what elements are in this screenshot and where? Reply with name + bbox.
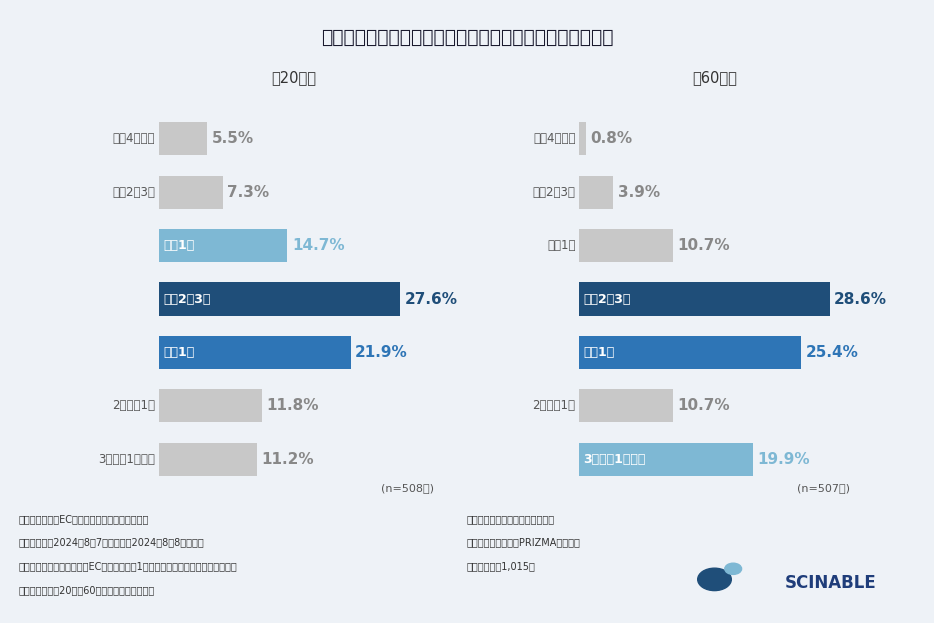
Bar [159, 229, 288, 262]
Bar [159, 282, 401, 316]
Bar [579, 229, 672, 262]
Bar [159, 122, 207, 155]
Text: ・調査対象：調査回答時にECサイトで直近1年以内に商品を購入したことがある: ・調査対象：調査回答時にECサイトで直近1年以内に商品を購入したことがある [19, 561, 237, 571]
Bar [579, 122, 587, 155]
Text: (n=508人): (n=508人) [381, 483, 434, 493]
Text: 14.7%: 14.7% [291, 238, 345, 253]
Text: ー20代ー: ー20代ー [272, 70, 317, 85]
Text: 19.9%: 19.9% [757, 452, 811, 467]
Text: 11.8%: 11.8% [266, 398, 319, 413]
Text: 7.3%: 7.3% [227, 185, 269, 200]
Text: 28.6%: 28.6% [834, 292, 887, 307]
Text: 月に2～3回: 月に2～3回 [163, 293, 210, 305]
Text: ・調査期間：2024年8月7日（水）～2024年8月8日（木）: ・調査期間：2024年8月7日（水）～2024年8月8日（木） [19, 538, 205, 548]
Text: 月に1回: 月に1回 [584, 346, 615, 359]
Text: 週に2～3回: 週に2～3回 [112, 186, 155, 199]
Bar [159, 336, 350, 369]
Text: 週に1回: 週に1回 [163, 239, 194, 252]
Text: 27.6%: 27.6% [404, 292, 458, 307]
Text: 《調査概要：『ECサイト利用時』の意識調査》: 《調査概要：『ECサイト利用時』の意識調査》 [19, 514, 149, 524]
Text: 25.4%: 25.4% [806, 345, 858, 360]
Bar [579, 443, 754, 476]
Bar [159, 443, 257, 476]
Text: 0.8%: 0.8% [590, 131, 632, 146]
Text: 週に2～3回: 週に2～3回 [532, 186, 575, 199]
Text: (n=507人): (n=507人) [797, 483, 850, 493]
Text: 2か月に1回: 2か月に1回 [532, 399, 575, 412]
Text: 21.9%: 21.9% [355, 345, 407, 360]
Text: ㈀20代と60代と回答したモニター: ㈀20代と60代と回答したモニター [19, 585, 155, 595]
Bar [579, 389, 672, 422]
Text: SCINABLE: SCINABLE [785, 574, 876, 591]
Text: 3か月に1回以下: 3か月に1回以下 [98, 453, 155, 466]
Text: 月に2～3回: 月に2～3回 [584, 293, 630, 305]
Text: 2か月に1回: 2か月に1回 [112, 399, 155, 412]
Text: 月に1回: 月に1回 [163, 346, 194, 359]
Text: 週に1回: 週に1回 [547, 239, 575, 252]
Text: 10.7%: 10.7% [677, 398, 729, 413]
Text: 10.7%: 10.7% [677, 238, 729, 253]
Bar [579, 176, 614, 209]
Text: 週に4回以上: 週に4回以上 [533, 132, 575, 145]
Bar [159, 176, 222, 209]
Text: 3.9%: 3.9% [617, 185, 659, 200]
Text: ・調査方法：インターネット調査: ・調査方法：インターネット調査 [467, 514, 555, 524]
Text: 5.5%: 5.5% [211, 131, 253, 146]
Text: ・モニター提供元：PRIZMAリサーチ: ・モニター提供元：PRIZMAリサーチ [467, 538, 581, 548]
Bar [579, 336, 801, 369]
Text: ・調査人数：1,015人: ・調査人数：1,015人 [467, 561, 536, 571]
Text: ー60代ー: ー60代ー [692, 70, 737, 85]
Bar [579, 282, 829, 316]
Text: どれくらいの頻度でネットショッピングをしていますか？: どれくらいの頻度でネットショッピングをしていますか？ [320, 28, 614, 47]
Bar [159, 389, 262, 422]
Text: 3か月に1回以下: 3か月に1回以下 [584, 453, 645, 466]
Text: 11.2%: 11.2% [262, 452, 314, 467]
Text: 週に4回以上: 週に4回以上 [113, 132, 155, 145]
